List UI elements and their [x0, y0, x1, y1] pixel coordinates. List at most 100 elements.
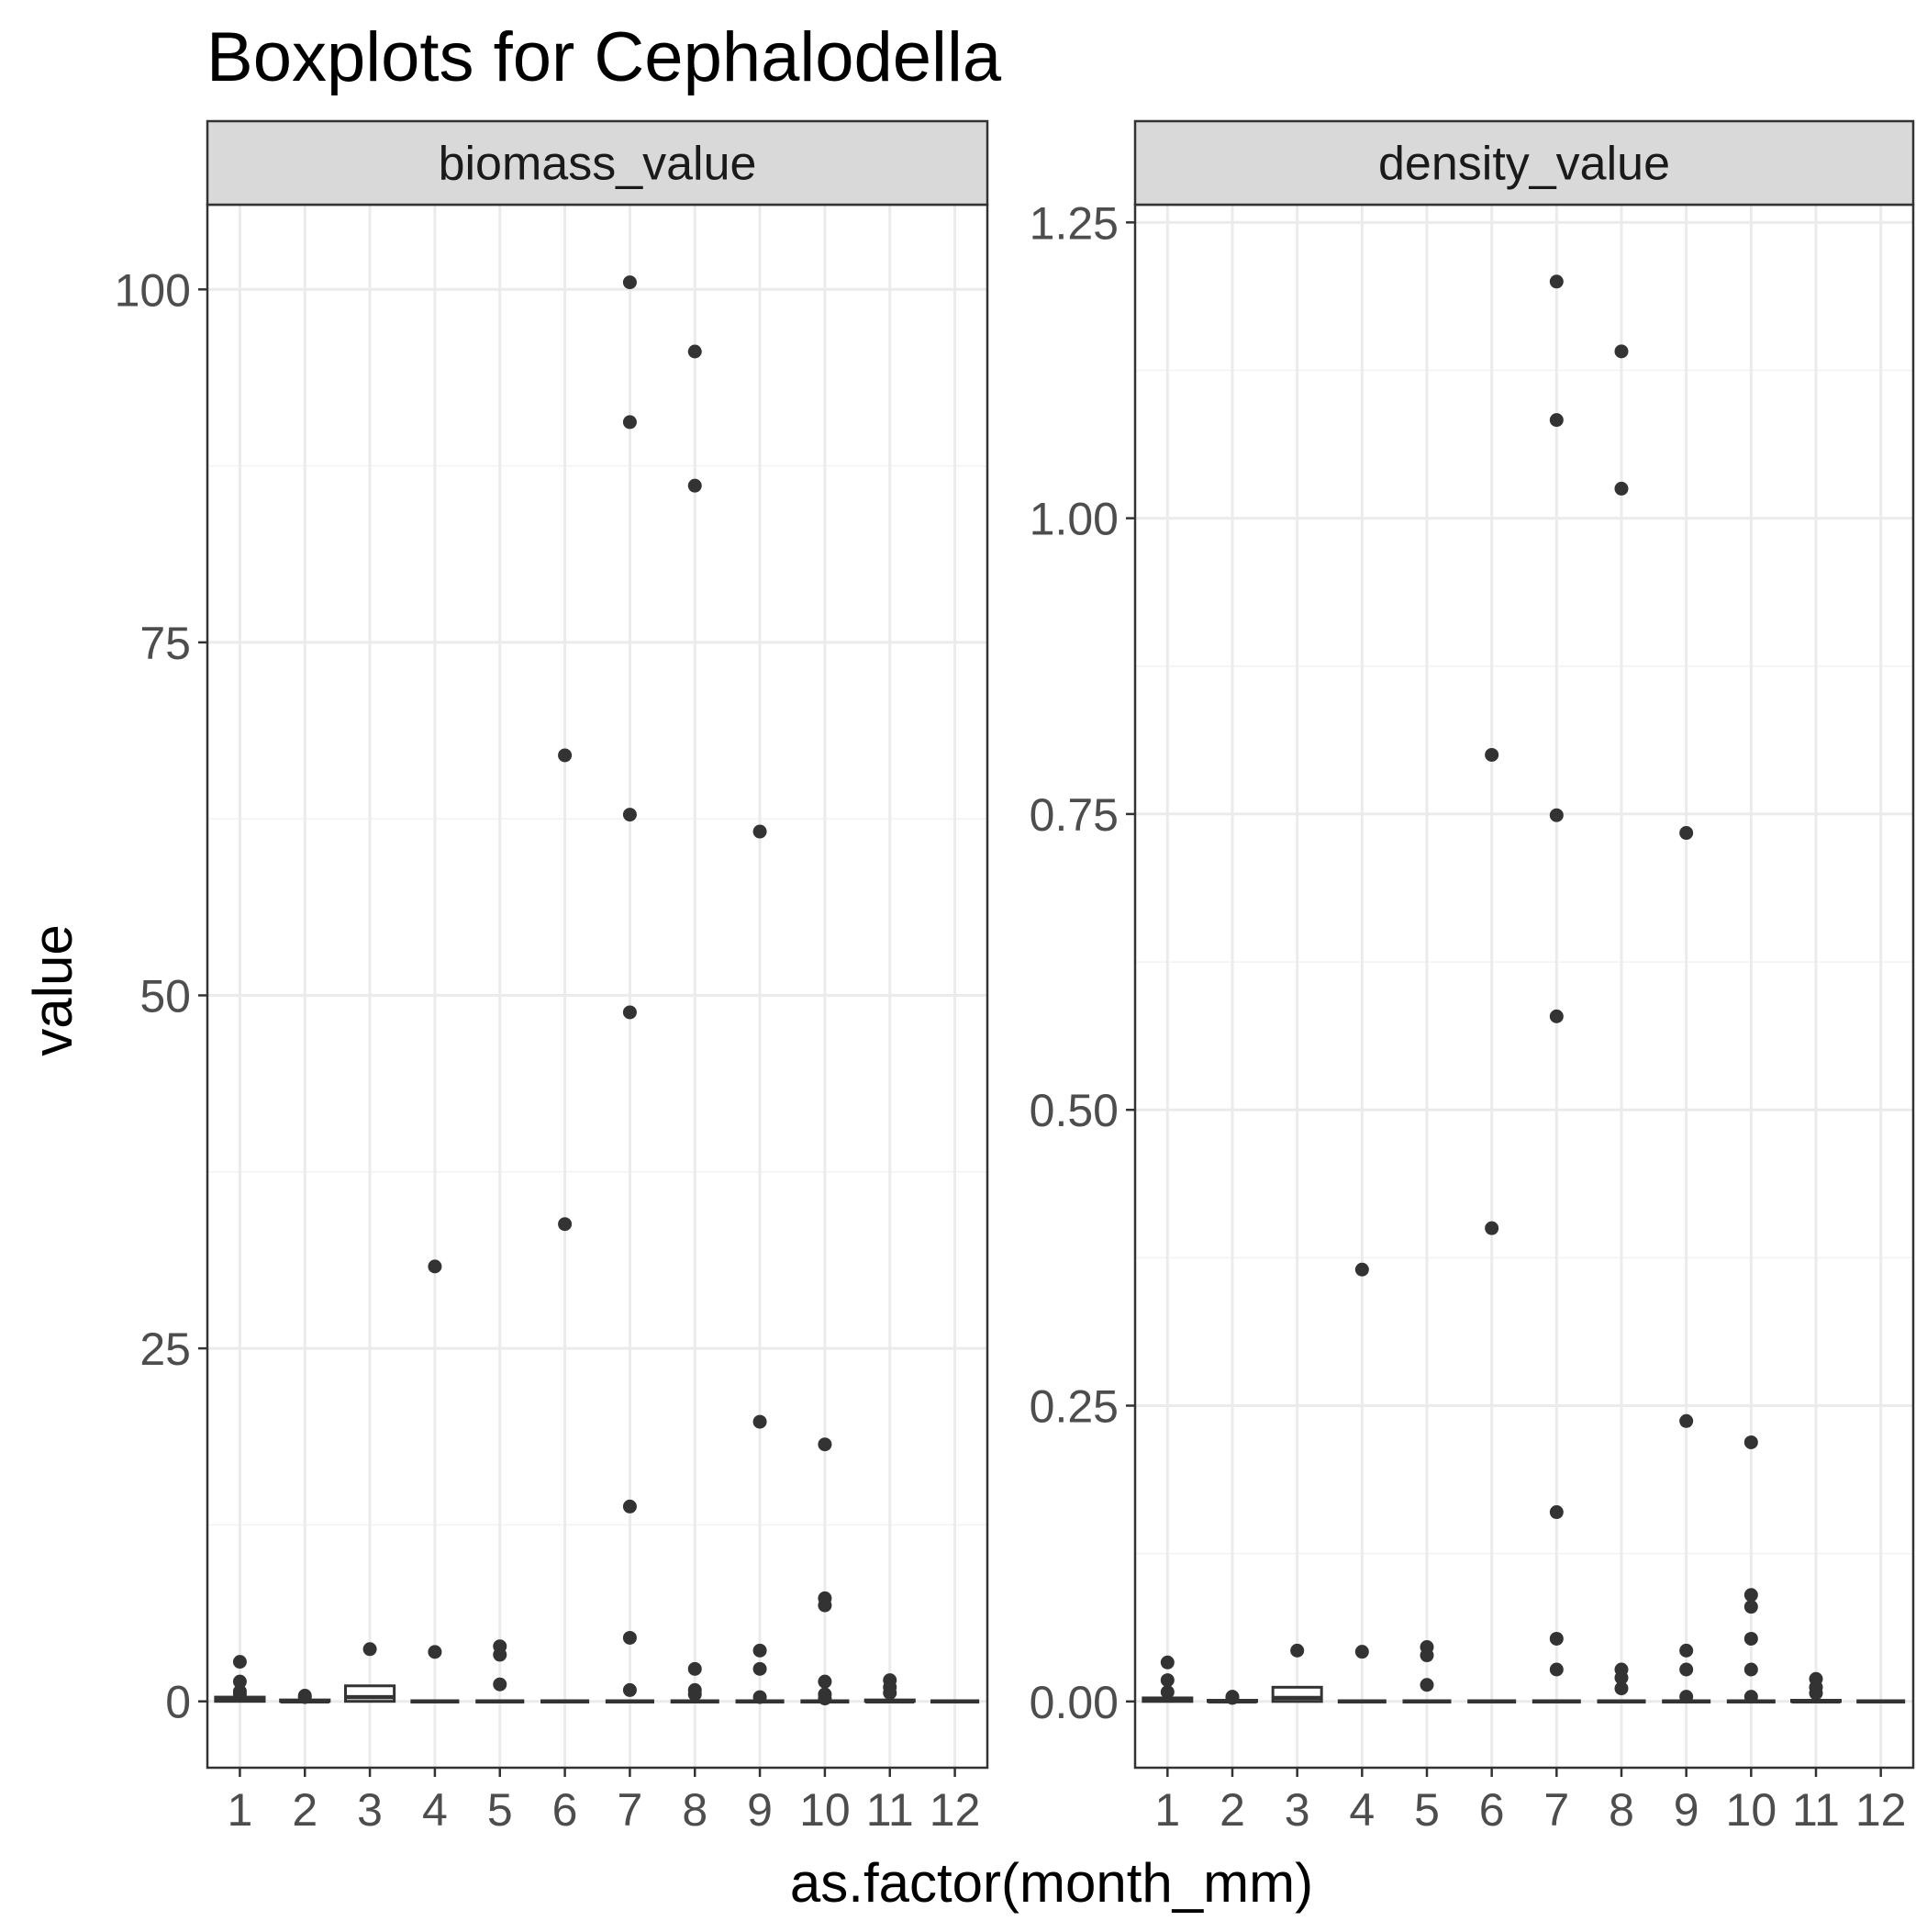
x-tick-label: 6 [1479, 1784, 1505, 1836]
boxplot-month-10 [1726, 1435, 1776, 1704]
boxplot-month-1 [214, 1655, 266, 1703]
outlier-point [622, 1682, 637, 1697]
outlier-point [1614, 344, 1629, 359]
outlier-point [232, 1674, 247, 1689]
outlier-point [752, 1690, 767, 1704]
x-tick-label: 10 [799, 1784, 851, 1836]
x-tick-label: 4 [422, 1784, 448, 1836]
y-tick-label: 1.25 [1030, 197, 1119, 249]
boxplot-month-7 [1532, 274, 1581, 1704]
outlier-point [1290, 1643, 1305, 1658]
y-tick-label: 0.50 [1030, 1085, 1119, 1136]
outlier-point [622, 415, 637, 430]
outlier-point [1420, 1648, 1434, 1663]
outlier-point [883, 1685, 897, 1700]
outlier-point [1679, 826, 1694, 841]
outlier-point [687, 344, 702, 359]
outlier-point [1614, 1681, 1629, 1696]
y-axis-title: value [22, 924, 84, 1055]
outlier-point [558, 1217, 573, 1232]
panel-background [1135, 205, 1913, 1768]
boxplot-month-6 [540, 748, 590, 1703]
boxplot-month-11 [863, 1673, 916, 1703]
x-tick-label: 11 [866, 1784, 914, 1836]
outlier-point [1549, 413, 1564, 428]
outlier-point [1679, 1643, 1694, 1658]
outlier-point [622, 808, 637, 822]
chart-title: Boxplots for Cephalodella [206, 18, 1002, 96]
outlier-point [1354, 1645, 1369, 1659]
outlier-point [1549, 1009, 1564, 1023]
outlier-point [1809, 1686, 1823, 1701]
outlier-point [687, 478, 702, 493]
outlier-point [752, 1643, 767, 1658]
outlier-point [687, 1687, 702, 1702]
boxplot-month-4 [410, 1259, 460, 1703]
x-tick-label: 10 [1726, 1784, 1777, 1836]
outlier-point [622, 1630, 637, 1645]
x-tick-label: 2 [292, 1784, 317, 1836]
boxplot-month-9 [1662, 826, 1711, 1704]
outlier-point [1679, 1413, 1694, 1428]
x-tick-label: 11 [1792, 1784, 1840, 1836]
outlier-point [752, 1661, 767, 1676]
outlier-point [752, 824, 767, 839]
outlier-point [1549, 1631, 1564, 1646]
boxplot-month-8 [670, 344, 719, 1703]
outlier-point [818, 1437, 832, 1452]
y-tick-label: 0.00 [1030, 1677, 1119, 1728]
outlier-point [1743, 1588, 1758, 1603]
boxplot-month-5 [475, 1639, 525, 1703]
boxplot-month-2 [279, 1689, 331, 1704]
boxplot-month-8 [1597, 344, 1646, 1704]
x-tick-label: 8 [1609, 1784, 1634, 1836]
outlier-point [232, 1687, 247, 1702]
x-axis-title: as.factor(month_mm) [790, 1852, 1313, 1914]
outlier-point [1743, 1435, 1758, 1449]
outlier-point [1743, 1662, 1758, 1677]
outlier-point [1614, 481, 1629, 496]
x-tick-label: 5 [487, 1784, 513, 1836]
outlier-point [1743, 1600, 1758, 1614]
x-tick-label: 1 [1154, 1784, 1180, 1836]
boxplot-month-5 [1402, 1640, 1452, 1704]
outlier-point [1160, 1684, 1175, 1699]
x-tick-label: 3 [1285, 1784, 1310, 1836]
y-tick-label: 0.25 [1030, 1381, 1119, 1433]
x-tick-label: 9 [747, 1784, 773, 1836]
y-tick-label: 0.75 [1030, 789, 1119, 841]
outlier-point [687, 1661, 702, 1676]
outlier-point [493, 1647, 507, 1662]
x-tick-label: 6 [552, 1784, 578, 1836]
outlier-point [1614, 1670, 1629, 1685]
y-axis-title-group: value [22, 924, 84, 1055]
x-tick-label: 1 [228, 1784, 253, 1836]
outlier-point [297, 1690, 312, 1704]
outlier-point [622, 1005, 637, 1020]
x-tick-label: 3 [357, 1784, 383, 1836]
outlier-point [1743, 1631, 1758, 1646]
boxplot-month-9 [735, 824, 785, 1704]
x-tick-label: 8 [682, 1784, 707, 1836]
x-tick-label: 7 [1543, 1784, 1569, 1836]
outlier-point [622, 275, 637, 290]
outlier-point [493, 1677, 507, 1692]
outlier-point [232, 1655, 247, 1670]
outlier-point [362, 1642, 377, 1657]
outlier-point [1420, 1678, 1434, 1692]
outlier-point [1679, 1690, 1694, 1704]
outlier-point [818, 1674, 832, 1689]
y-tick-label: 25 [139, 1323, 191, 1375]
outlier-point [818, 1692, 832, 1706]
outlier-point [818, 1598, 832, 1613]
boxplot-month-6 [1467, 747, 1517, 1704]
facet-strip-label: density_value [1378, 138, 1670, 191]
facet-strip-label: biomass_value [439, 138, 757, 191]
outlier-point [1679, 1662, 1694, 1677]
outlier-point [1485, 747, 1499, 762]
boxplot-month-11 [1790, 1671, 1842, 1704]
y-tick-label: 100 [115, 264, 191, 316]
